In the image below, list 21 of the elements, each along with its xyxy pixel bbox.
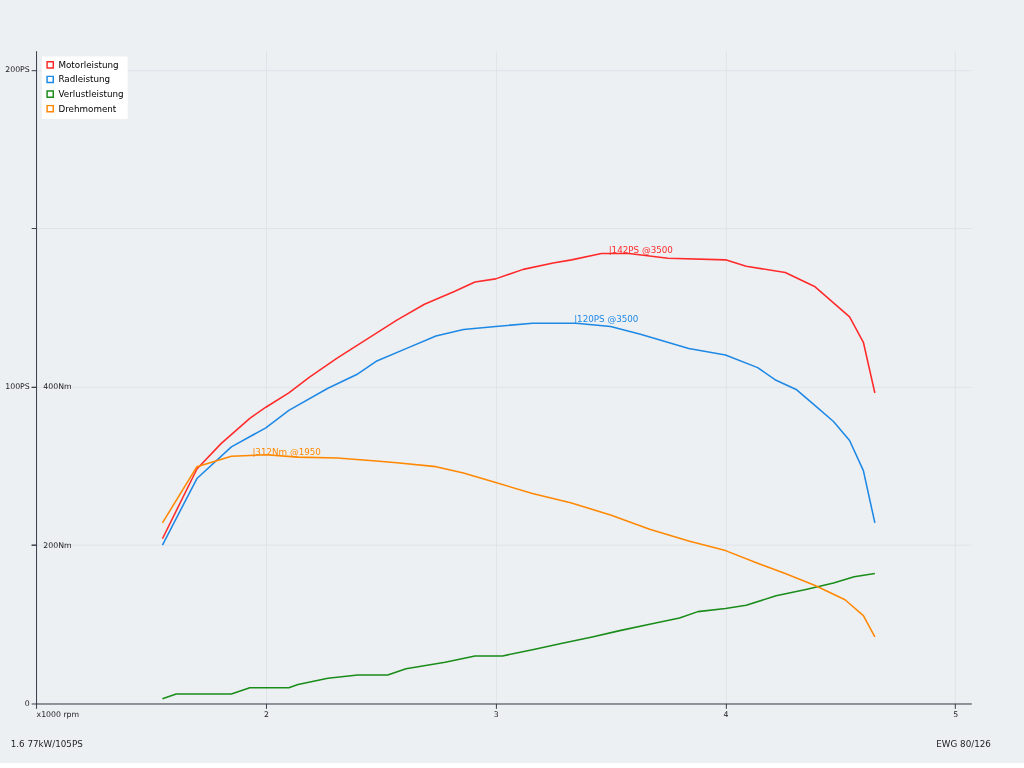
legend-label: Motorleistung [58, 59, 119, 70]
legend-label: Radleistung [58, 74, 111, 85]
line-series [161, 572, 876, 700]
text: 1.6 77kW/105PS [10, 739, 84, 750]
y2-tick-label: 400Nm [43, 382, 72, 392]
x-tick-label: 4 [723, 709, 729, 719]
y-tick-label: 100PS [5, 382, 30, 392]
legend-label: Drehmoment [58, 103, 117, 114]
y2-tick-label: 200Nm [43, 540, 72, 550]
legend-label: Verlustleistung [58, 89, 124, 99]
text: EWG 80/126 [936, 739, 992, 750]
x-tick-label: 5 [953, 709, 959, 719]
x-tick-label: x1000 rpm [36, 709, 80, 719]
annotation: |312Nm @1950 [252, 447, 321, 458]
y-tick-label: 0 [24, 698, 30, 708]
line-series [161, 322, 876, 546]
y-tick-label: 200PS [5, 65, 30, 75]
annotation: |142PS @3500 [608, 244, 673, 255]
annotation: |120PS @3500 [574, 314, 639, 325]
x-tick-label: 2 [263, 709, 269, 719]
x-tick-label: 3 [493, 709, 499, 719]
